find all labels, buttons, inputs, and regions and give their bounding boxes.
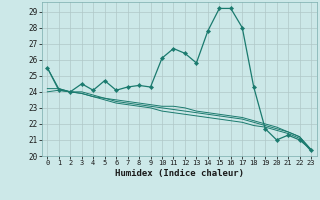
X-axis label: Humidex (Indice chaleur): Humidex (Indice chaleur) <box>115 169 244 178</box>
